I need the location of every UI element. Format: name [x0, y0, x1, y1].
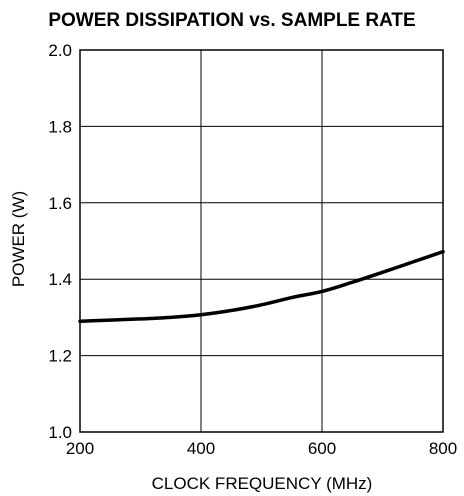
y-tick-label: 1.6	[48, 194, 72, 213]
x-tick-label: 600	[308, 439, 336, 458]
x-axis-label: CLOCK FREQUENCY (MHz)	[152, 474, 373, 493]
y-axis-label: POWER (W)	[9, 191, 28, 287]
x-tick-label: 400	[187, 439, 215, 458]
plot-frame	[79, 49, 444, 433]
power-curve	[78, 249, 445, 323]
chart-title: POWER DISSIPATION vs. SAMPLE RATE	[48, 10, 415, 31]
y-tick-labels: 1.0 1.2 1.4 1.6 1.8 2.0	[48, 41, 72, 442]
x-tick-label: 200	[66, 439, 94, 458]
y-tick-label: 1.0	[48, 423, 72, 442]
x-tick-labels: 200 400 600 800	[66, 439, 457, 458]
y-tick-label: 1.8	[48, 117, 72, 136]
grid-lines	[80, 50, 443, 432]
y-tick-label: 1.2	[48, 347, 72, 366]
y-tick-label: 2.0	[48, 41, 72, 60]
x-tick-label: 800	[429, 439, 457, 458]
y-tick-label: 1.4	[48, 270, 72, 289]
